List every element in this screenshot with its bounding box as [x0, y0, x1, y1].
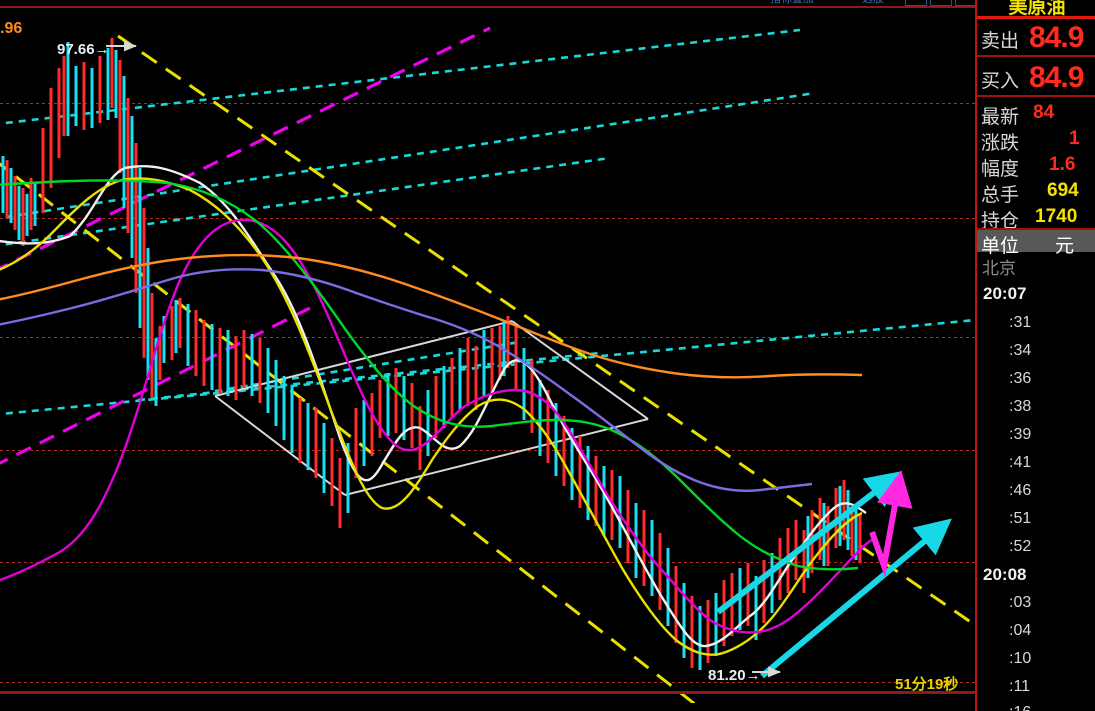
instrument-title: 美原油	[977, 0, 1095, 16]
quote-label-unit: 单位	[981, 236, 1020, 257]
chart-swing-low-label: 81.20→	[708, 667, 761, 684]
quote-row-buy[interactable]: 买入 84.9	[977, 59, 1095, 97]
tick-item[interactable]: :34	[1009, 342, 1032, 359]
tick-item[interactable]: :51	[1009, 510, 1032, 527]
gridline	[0, 450, 975, 451]
quote-label-buy: 买入	[981, 71, 1020, 92]
chart-canvas	[0, 26, 975, 703]
candlestick-series	[1, 38, 862, 670]
ma-line-orange	[0, 253, 863, 379]
tick-item[interactable]: :10	[1009, 650, 1032, 667]
quote-row-volume[interactable]: 总手 694	[977, 178, 1095, 206]
quote-label-change-pct: 幅度	[981, 159, 1020, 180]
quote-label-open-interest: 持仓	[981, 211, 1020, 232]
ma-line-white	[0, 164, 867, 648]
arrow-projection-magenta	[869, 470, 913, 578]
quote-row-change[interactable]: 涨跌 1	[977, 126, 1095, 154]
tick-timezone-label: 北京	[982, 259, 1016, 278]
tick-item[interactable]: :03	[1009, 594, 1032, 611]
quote-label-change: 涨跌	[981, 133, 1020, 154]
tick-item[interactable]: 20:07	[983, 284, 1027, 303]
gridline	[0, 337, 975, 338]
gridline	[0, 218, 975, 219]
tick-item[interactable]: 20:08	[983, 565, 1027, 584]
top-toolbar[interactable]: 指标叠加 选股	[0, 0, 975, 7]
tick-item[interactable]: :39	[1009, 426, 1032, 443]
trendline-yellow-dashed-channel	[0, 34, 975, 703]
title-divider	[977, 16, 1095, 19]
arrow-channel-cyan	[716, 471, 952, 679]
quote-label-sell: 卖出	[981, 31, 1020, 52]
time-and-sales-list[interactable]: 北京 20:07 :31 :34 :36 :38 :39 :41 :46 :51…	[977, 252, 1095, 711]
quote-row-latest[interactable]: 最新 84	[977, 100, 1095, 128]
trendline-cyan-dotted-group	[0, 28, 975, 416]
price-marker-leaders	[106, 40, 781, 678]
gridline	[0, 562, 975, 563]
quote-row-unit: 单位 元	[977, 228, 1095, 257]
quote-value-volume: 694	[1047, 180, 1079, 201]
bar-countdown-label: 51分19秒	[895, 676, 959, 693]
chart-bottom-divider	[0, 691, 975, 694]
quote-value-buy: 84.9	[1029, 61, 1084, 94]
quote-value-sell: 84.9	[1029, 21, 1084, 54]
quote-value-open-interest: 1740	[1035, 206, 1078, 227]
gridline	[0, 103, 975, 104]
tick-item[interactable]: :41	[1009, 454, 1032, 471]
toolbar-item-stock-pick[interactable]: 选股	[862, 0, 884, 6]
tick-item[interactable]: :38	[1009, 398, 1032, 415]
quote-label-volume: 总手	[981, 185, 1020, 206]
ma-line-green	[0, 179, 859, 571]
gridline	[0, 682, 975, 683]
toolbar-button-2[interactable]	[930, 0, 952, 6]
ma-line-magenta	[0, 218, 873, 634]
chart-high-price-partial: .96	[0, 20, 23, 37]
quote-value-change: 1	[1069, 128, 1080, 149]
toolbar-button-3[interactable]	[955, 0, 975, 6]
ma-line-purple	[0, 268, 813, 492]
tick-item[interactable]: :11	[1009, 678, 1031, 695]
quote-row-change-pct[interactable]: 幅度 1.6	[977, 152, 1095, 180]
toolbar-divider	[0, 6, 975, 8]
tick-item[interactable]: :04	[1009, 622, 1032, 639]
toolbar-button-1[interactable]	[905, 0, 927, 6]
tick-item[interactable]: :36	[1009, 370, 1032, 387]
quote-panel[interactable]: 美原油 卖出 84.9 买入 84.9 最新 84 涨跌 1 幅度 1.6 总手…	[975, 0, 1095, 711]
quote-value-change-pct: 1.6	[1049, 154, 1076, 175]
price-chart[interactable]: .96 97.66→ 81.20→ 51分19秒	[0, 8, 975, 703]
tick-item[interactable]: :46	[1009, 482, 1032, 499]
tick-item[interactable]: :16	[1009, 704, 1031, 711]
quote-value-unit: 元	[1055, 236, 1075, 257]
chart-swing-high-label: 97.66→	[57, 41, 110, 58]
toolbar-item-indicator-overlay[interactable]: 指标叠加	[770, 0, 814, 6]
quote-label-latest: 最新	[981, 107, 1020, 128]
tick-item[interactable]: :31	[1009, 314, 1032, 331]
quote-row-open-interest[interactable]: 持仓 1740	[977, 204, 1095, 232]
quote-value-latest: 84	[1033, 102, 1055, 123]
quote-row-sell[interactable]: 卖出 84.9	[977, 19, 1095, 57]
tick-item[interactable]: :52	[1009, 538, 1032, 555]
channel-white-parallelogram	[214, 320, 649, 496]
